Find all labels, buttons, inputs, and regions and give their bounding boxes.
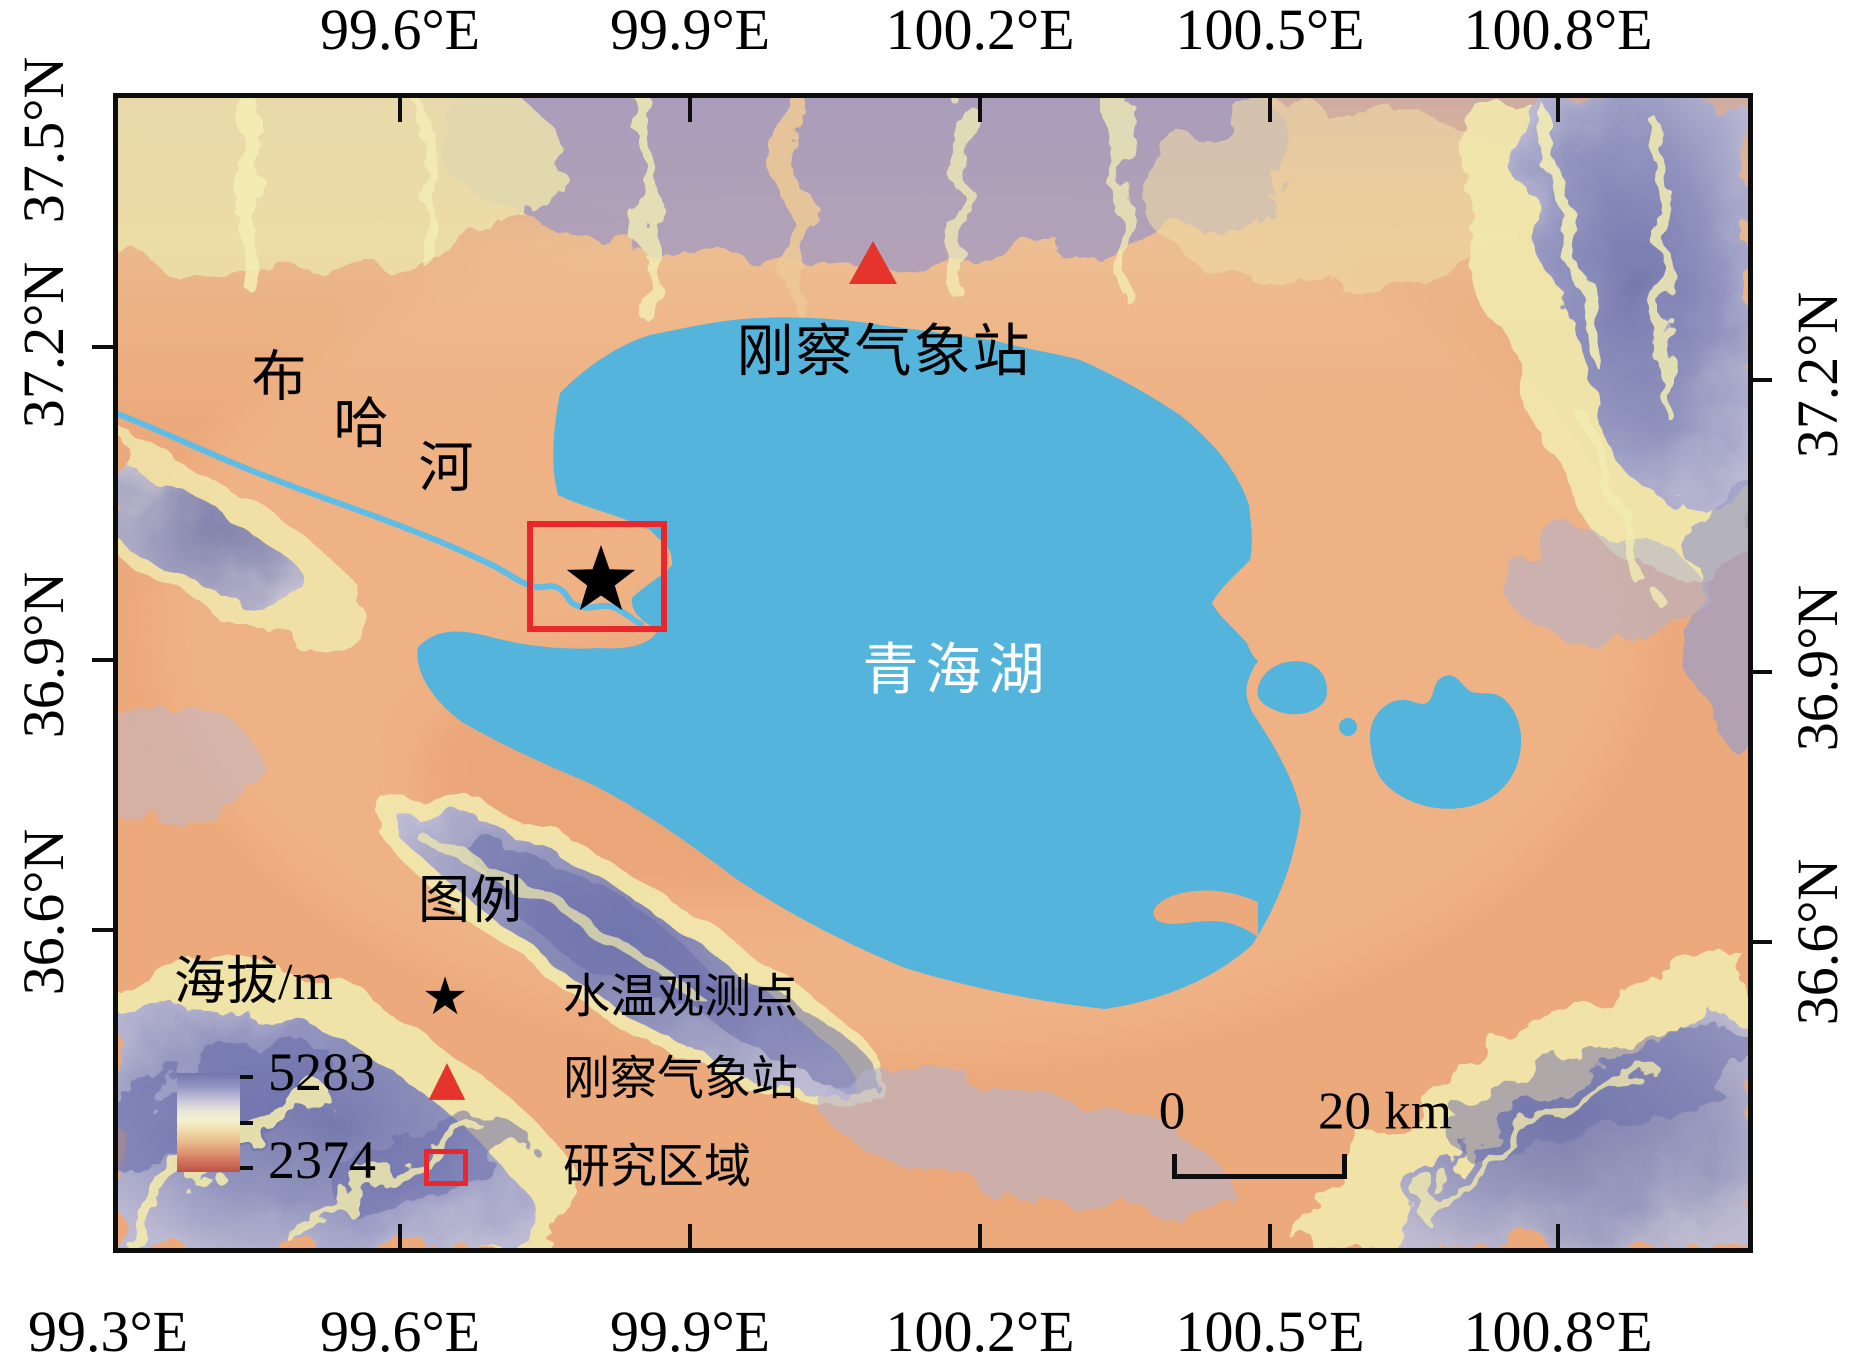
- study-area-rectangle: [527, 521, 667, 632]
- legend-item-label: 刚察气象站: [563, 1053, 798, 1106]
- east-lobe-lake: [1369, 675, 1522, 809]
- elevation-colorbar: [177, 1073, 240, 1172]
- tick-right-36.9N: [1748, 670, 1772, 674]
- axis-bottom-label: 100.5°E: [1175, 1299, 1365, 1364]
- axis-top-label: 99.6°E: [319, 0, 481, 62]
- colorbar-tick-min: [240, 1166, 253, 1170]
- axis-right-label: 36.9°N: [1785, 584, 1850, 752]
- axis-left-label: 36.6°N: [11, 828, 76, 996]
- axis-right-label: 37.2°N: [1785, 291, 1850, 459]
- axis-top-label: 100.2°E: [885, 0, 1075, 62]
- small-lake-oval: [1257, 661, 1328, 715]
- gangcha-station-label: 刚察气象站: [736, 320, 1032, 384]
- axis-bottom-label: 100.8°E: [1463, 1299, 1653, 1364]
- scalebar: [1172, 1154, 1347, 1179]
- axis-bottom-label: 99.3°E: [27, 1299, 189, 1364]
- colorbar-title: 海拔/m: [174, 954, 333, 1011]
- qinghai-lake: [417, 317, 1301, 1010]
- legend-triangle-icon: ▲: [428, 1050, 466, 1106]
- tick-top-100.5E: [1268, 98, 1272, 122]
- water-temp-station-marker: [566, 545, 636, 611]
- tick-bottom-100.5E: [1268, 1224, 1272, 1248]
- gangcha-station-marker: [849, 241, 897, 284]
- axis-left-label: 37.2°N: [11, 261, 76, 429]
- legend-item-label: 水温观测点: [563, 971, 798, 1024]
- axis-bottom-label: 99.6°E: [319, 1299, 481, 1364]
- sand-spit: [1153, 890, 1258, 937]
- tick-bottom-99.9E: [688, 1224, 692, 1248]
- pond: [1339, 718, 1357, 736]
- tick-bottom-100.8E: [1556, 1224, 1560, 1248]
- river-label-char: 河: [418, 437, 474, 499]
- valley-veins: [123, 98, 1673, 1248]
- tick-top-100.2E: [978, 98, 982, 122]
- tick-right-37.2N: [1748, 378, 1772, 382]
- colorbar-min-value: 2374: [268, 1130, 376, 1190]
- axis-left-label: 37.5°N: [11, 56, 76, 224]
- buha-river: [118, 410, 644, 627]
- tick-left-36.6N: [92, 928, 116, 932]
- tick-bottom-100.2E: [978, 1224, 982, 1248]
- tick-top-99.6E: [398, 98, 402, 122]
- legend-star-icon: ★: [421, 967, 469, 1027]
- axis-top-label: 99.9°E: [609, 0, 771, 62]
- axis-top-label: 100.5°E: [1175, 0, 1365, 62]
- legend-rectangle-icon: [424, 1149, 468, 1186]
- tick-right-36.6N: [1748, 940, 1772, 944]
- axis-bottom-label: 99.9°E: [609, 1299, 771, 1364]
- scalebar-distance: 20 km: [1318, 1082, 1452, 1141]
- colorbar-tick-max: [240, 1075, 253, 1079]
- axis-left-label: 36.9°N: [11, 571, 76, 739]
- colorbar-max-value: 5283: [268, 1042, 376, 1102]
- river-label-char: 哈: [333, 393, 389, 455]
- legend-item-label: 研究区域: [563, 1141, 751, 1194]
- lake-label: 青海湖: [862, 640, 1052, 702]
- tick-left-36.9N: [92, 658, 116, 662]
- tick-left-37.2N: [92, 345, 116, 349]
- tick-bottom-99.6E: [398, 1224, 402, 1248]
- axis-bottom-label: 100.2°E: [885, 1299, 1075, 1364]
- legend-title: 图例: [418, 873, 523, 930]
- axis-right-label: 36.6°N: [1785, 858, 1850, 1026]
- river-label-char: 布: [251, 346, 307, 408]
- scalebar-zero: 0: [1158, 1082, 1186, 1141]
- axis-top-label: 100.8°E: [1463, 0, 1653, 62]
- colorbar-tick-mid: [240, 1121, 253, 1125]
- tick-top-99.9E: [688, 98, 692, 122]
- tick-top-100.8E: [1556, 98, 1560, 122]
